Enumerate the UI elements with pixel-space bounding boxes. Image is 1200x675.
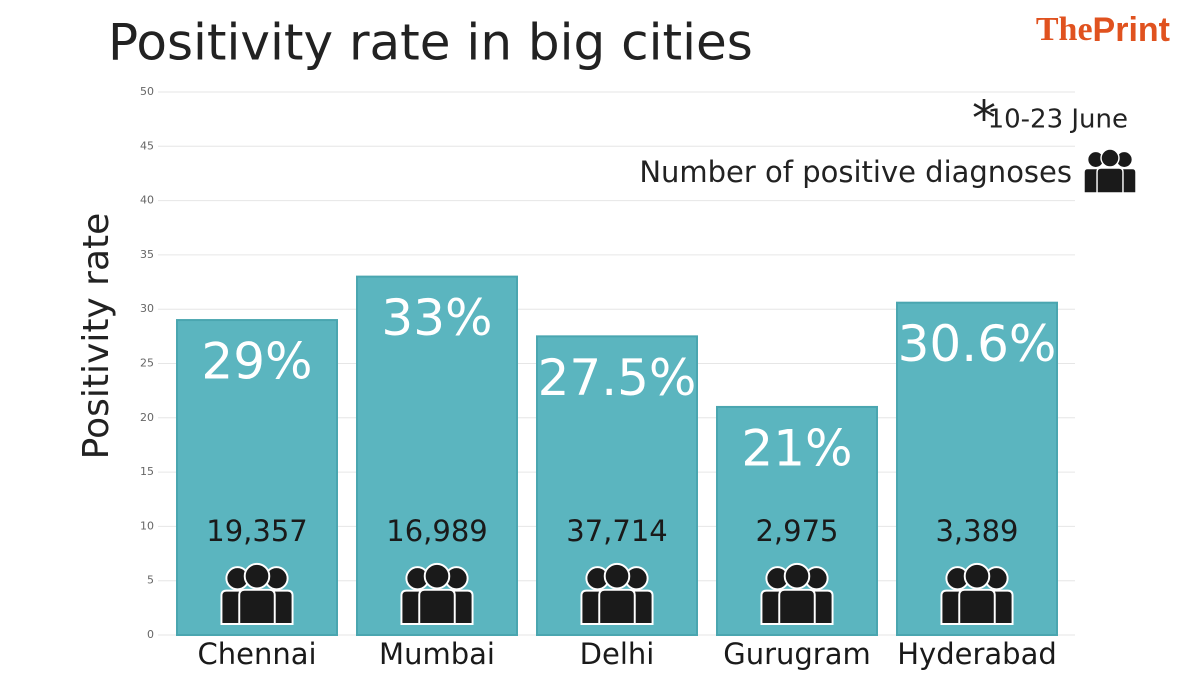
diagnoses-label: 3,389 — [935, 514, 1018, 548]
y-tick-label: 30 — [140, 302, 154, 315]
y-tick-label: 45 — [140, 139, 154, 152]
diagnoses-icon — [580, 562, 654, 625]
icon-body — [598, 588, 636, 625]
x-tick-label: Chennai — [197, 637, 316, 671]
diagnoses-icon — [400, 562, 474, 625]
diagnoses-label: 2,975 — [755, 514, 838, 548]
icon-head — [243, 562, 271, 590]
brand-name: Print — [1093, 11, 1170, 49]
y-tick-label: 15 — [140, 465, 154, 478]
value-label: 33% — [381, 289, 492, 347]
brand: ThePrint — [1036, 11, 1170, 49]
diagnoses-icon — [760, 562, 834, 625]
brand-prefix: The — [1036, 11, 1093, 48]
y-tick-label: 25 — [140, 357, 154, 370]
icon-head — [423, 562, 451, 590]
note-marker: * — [972, 91, 996, 147]
y-tick-label: 35 — [140, 248, 154, 261]
icon-body — [418, 588, 456, 625]
chart-title: Positivity rate in big cities — [108, 14, 753, 72]
icon-body — [958, 588, 996, 625]
legend-label: Number of positive diagnoses — [639, 155, 1072, 189]
icon-head — [783, 562, 811, 590]
icon-head — [603, 562, 631, 590]
icon-head — [1100, 148, 1120, 168]
diagnoses-label: 19,357 — [206, 514, 307, 548]
value-label: 29% — [201, 333, 312, 391]
y-tick-label: 20 — [140, 411, 154, 424]
diagnoses-icon — [940, 562, 1014, 625]
x-tick-label: Hyderabad — [897, 637, 1057, 671]
y-tick-label: 40 — [140, 194, 154, 207]
value-label: 30.6% — [898, 315, 1057, 373]
y-tick-label: 50 — [140, 85, 154, 98]
value-label: 27.5% — [538, 349, 697, 407]
icon-body — [238, 588, 276, 625]
value-label: 21% — [741, 419, 852, 477]
diagnoses-label: 37,714 — [566, 514, 667, 548]
note: 10-23 June — [988, 105, 1128, 135]
legend-icon — [1083, 148, 1137, 194]
icon-body — [778, 588, 816, 625]
y-tick-label: 5 — [147, 574, 154, 587]
y-tick-label: 10 — [140, 519, 154, 532]
y-tick-label: 0 — [147, 628, 154, 641]
x-tick-label: Gurugram — [723, 637, 871, 671]
diagnoses-label: 16,989 — [386, 514, 487, 548]
y-axis-label: Positivity rate — [76, 213, 117, 460]
x-tick-label: Delhi — [580, 637, 655, 671]
x-tick-label: Mumbai — [379, 637, 495, 671]
icon-head — [963, 562, 991, 590]
diagnoses-icon — [220, 562, 294, 625]
icon-body — [1096, 167, 1124, 194]
